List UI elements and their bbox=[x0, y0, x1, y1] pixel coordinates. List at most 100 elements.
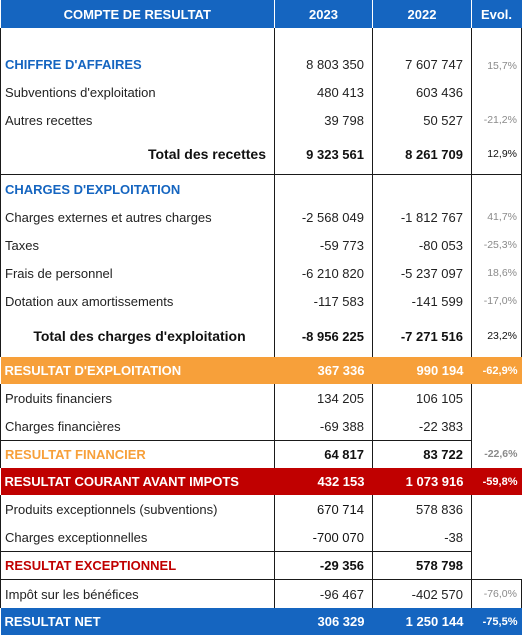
charges-fin-label: Charges financières bbox=[0, 412, 275, 441]
prod-exc-label: Produits exceptionnels (subventions) bbox=[0, 495, 275, 523]
taxes-label: Taxes bbox=[0, 231, 275, 259]
prod-fin-evol bbox=[472, 384, 522, 412]
row-charges-externes: Charges externes et autres charges -2 56… bbox=[0, 203, 522, 231]
res-exploit-evol: -62,9% bbox=[471, 357, 522, 384]
res-exc-2023: -29 356 bbox=[274, 551, 373, 580]
row-total-charges: Total des charges d'exploitation -8 956 … bbox=[0, 315, 522, 357]
charges-ext-evol: 41,7% bbox=[471, 203, 522, 231]
autres-2022: 50 527 bbox=[372, 106, 472, 134]
row-taxes: Taxes -59 773 -80 053 -25,3% bbox=[0, 231, 522, 259]
res-exc-evol bbox=[472, 552, 522, 580]
res-fin-2022: 83 722 bbox=[372, 440, 472, 468]
prod-fin-label: Produits financiers bbox=[0, 384, 275, 412]
dotation-evol: -17,0% bbox=[471, 287, 522, 315]
res-net-label: RESULTAT NET bbox=[0, 608, 275, 635]
charges-ext-label: Charges externes et autres charges bbox=[0, 203, 275, 231]
autres-evol: -21,2% bbox=[471, 106, 522, 134]
row-subventions: Subventions d'exploitation 480 413 603 4… bbox=[0, 78, 522, 106]
personnel-2023: -6 210 820 bbox=[274, 259, 373, 287]
row-resultat-financier: RESULTAT FINANCIER 64 817 83 722 -22,6% bbox=[0, 440, 522, 468]
res-net-2023: 306 329 bbox=[274, 608, 373, 635]
row-charges-title: CHARGES D'EXPLOITATION bbox=[0, 174, 522, 203]
header-year-2023: 2023 bbox=[274, 0, 373, 28]
row-total-recettes: Total des recettes 9 323 561 8 261 709 1… bbox=[0, 134, 522, 175]
res-net-2022: 1 250 144 bbox=[372, 608, 472, 635]
charges-fin-2022: -22 383 bbox=[372, 412, 472, 441]
impot-2023: -96 467 bbox=[274, 579, 373, 608]
charges-exc-2023: -700 070 bbox=[274, 523, 373, 552]
res-fin-label: RESULTAT FINANCIER bbox=[0, 440, 275, 468]
prod-fin-2022: 106 105 bbox=[372, 384, 472, 412]
row-frais-personnel: Frais de personnel -6 210 820 -5 237 097… bbox=[0, 259, 522, 287]
autres-label: Autres recettes bbox=[0, 106, 275, 134]
charges-ext-2023: -2 568 049 bbox=[274, 203, 373, 231]
charges-title: CHARGES D'EXPLOITATION bbox=[0, 174, 275, 203]
impot-evol: -76,0% bbox=[471, 579, 522, 608]
res-fin-evol: -22,6% bbox=[484, 448, 518, 461]
row-produits-exceptionnels: Produits exceptionnels (subventions) 670… bbox=[0, 495, 522, 523]
personnel-evol: 18,6% bbox=[471, 259, 522, 287]
dotation-label: Dotation aux amortissements bbox=[0, 287, 275, 315]
header-label: COMPTE DE RESULTAT bbox=[0, 0, 275, 28]
res-courant-evol: -59,8% bbox=[471, 468, 522, 495]
res-exploit-2022: 990 194 bbox=[372, 357, 472, 384]
subv-2022: 603 436 bbox=[372, 78, 472, 106]
impot-label: Impôt sur les bénéfices bbox=[0, 579, 275, 608]
taxes-evol: -25,3% bbox=[471, 231, 522, 259]
prod-exc-2022: 578 836 bbox=[372, 495, 472, 523]
charges-ext-2022: -1 812 767 bbox=[372, 203, 472, 231]
charges-fin-2023: -69 388 bbox=[274, 412, 373, 441]
row-resultat-courant: RESULTAT COURANT AVANT IMPOTS 432 153 1 … bbox=[0, 468, 522, 495]
total-recettes-label: Total des recettes bbox=[0, 134, 275, 175]
res-courant-2022: 1 073 916 bbox=[372, 468, 472, 495]
row-charges-exceptionnelles: Charges exceptionnelles -700 070 -38 bbox=[0, 523, 522, 552]
row-chiffre-affaires: CHIFFRE D'AFFAIRES 8 803 350 7 607 747 1… bbox=[0, 28, 522, 78]
prod-exc-2023: 670 714 bbox=[274, 495, 373, 523]
row-autres-recettes: Autres recettes 39 798 50 527 -21,2% bbox=[0, 106, 522, 134]
res-exc-label: RESULTAT EXCEPTIONNEL bbox=[0, 551, 275, 580]
row-charges-financieres: Charges financières -69 388 -22 383 bbox=[0, 412, 522, 441]
personnel-2022: -5 237 097 bbox=[372, 259, 472, 287]
res-exploit-label: RESULTAT D'EXPLOITATION bbox=[0, 357, 275, 384]
prod-exc-evol bbox=[472, 495, 522, 523]
total-recettes-2022: 8 261 709 bbox=[372, 134, 472, 175]
charges-fin-evol bbox=[472, 412, 522, 441]
res-exploit-2023: 367 336 bbox=[274, 357, 373, 384]
charges-exc-2022: -38 bbox=[372, 523, 472, 552]
dotation-2022: -141 599 bbox=[372, 287, 472, 315]
charges-exc-label: Charges exceptionnelles bbox=[0, 523, 275, 552]
subv-evol bbox=[471, 78, 522, 106]
row-resultat-exceptionnel: RESULTAT EXCEPTIONNEL -29 356 578 798 bbox=[0, 551, 522, 580]
total-recettes-2023: 9 323 561 bbox=[274, 134, 373, 175]
ca-2022: 7 607 747 bbox=[372, 28, 472, 78]
header-evol: Evol. bbox=[471, 0, 522, 28]
total-charges-2022: -7 271 516 bbox=[372, 315, 472, 357]
res-fin-2023: 64 817 bbox=[274, 440, 373, 468]
ca-label: CHIFFRE D'AFFAIRES bbox=[0, 28, 275, 78]
prod-fin-2023: 134 205 bbox=[274, 384, 373, 412]
row-produits-financiers: Produits financiers 134 205 106 105 bbox=[0, 384, 522, 412]
ca-2023: 8 803 350 bbox=[274, 28, 373, 78]
ca-evol: 15,7% bbox=[471, 28, 522, 78]
impot-2022: -402 570 bbox=[372, 579, 472, 608]
total-recettes-evol: 12,9% bbox=[471, 134, 522, 175]
res-courant-label: RESULTAT COURANT AVANT IMPOTS bbox=[0, 468, 275, 495]
row-resultat-net: RESULTAT NET 306 329 1 250 144 -75,5% bbox=[0, 608, 522, 635]
charges-exc-evol bbox=[472, 523, 522, 552]
subv-label: Subventions d'exploitation bbox=[0, 78, 275, 106]
row-impot: Impôt sur les bénéfices -96 467 -402 570… bbox=[0, 579, 522, 608]
res-exc-2022: 578 798 bbox=[372, 551, 472, 580]
total-charges-evol: 23,2% bbox=[471, 315, 522, 357]
dotation-2023: -117 583 bbox=[274, 287, 373, 315]
res-net-evol: -75,5% bbox=[471, 608, 522, 635]
subv-2023: 480 413 bbox=[274, 78, 373, 106]
personnel-label: Frais de personnel bbox=[0, 259, 275, 287]
res-courant-2023: 432 153 bbox=[274, 468, 373, 495]
row-dotation: Dotation aux amortissements -117 583 -14… bbox=[0, 287, 522, 315]
total-charges-2023: -8 956 225 bbox=[274, 315, 373, 357]
taxes-2022: -80 053 bbox=[372, 231, 472, 259]
header-year-2022: 2022 bbox=[372, 0, 472, 28]
taxes-2023: -59 773 bbox=[274, 231, 373, 259]
